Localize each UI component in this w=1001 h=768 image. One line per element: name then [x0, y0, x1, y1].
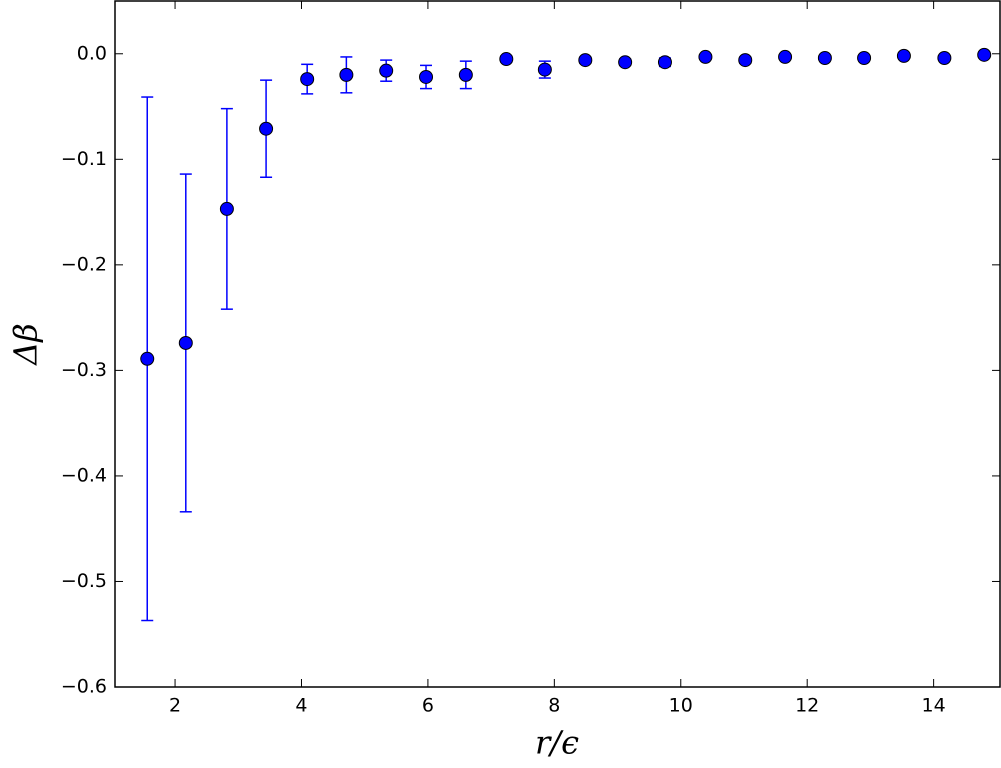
y-tick-label: −0.2 [61, 253, 107, 275]
marker [259, 121, 274, 136]
x-tick-label: 14 [922, 695, 946, 717]
y-tick-label: −0.1 [61, 148, 107, 170]
y-axis-label: Δβ [7, 323, 45, 367]
y-tick-label: −0.6 [61, 676, 107, 698]
x-tick-label: 8 [548, 695, 560, 717]
marker [140, 351, 155, 366]
x-axis-label: r/ϵ [535, 724, 579, 762]
marker [738, 53, 753, 68]
y-tick-label: −0.4 [61, 464, 107, 486]
marker [578, 53, 593, 68]
marker [857, 50, 872, 65]
marker [698, 49, 713, 64]
x-tick-label: 10 [669, 695, 693, 717]
x-tick-label: 12 [795, 695, 819, 717]
plot-frame [114, 0, 1001, 688]
marker [458, 67, 473, 82]
marker [896, 48, 911, 63]
marker [419, 69, 434, 84]
x-tick-label: 4 [295, 695, 307, 717]
marker [778, 49, 793, 64]
marker [817, 50, 832, 65]
marker [537, 62, 552, 77]
marker [219, 201, 234, 216]
marker [937, 50, 952, 65]
marker [300, 72, 315, 87]
marker [499, 52, 514, 67]
x-tick-label: 6 [422, 695, 434, 717]
y-tick-label: 0.0 [77, 42, 107, 64]
y-tick-label: −0.3 [61, 359, 107, 381]
marker [178, 335, 193, 350]
marker [379, 63, 394, 78]
marker [618, 55, 633, 70]
x-tick-label: 2 [169, 695, 181, 717]
marker [339, 67, 354, 82]
marker [977, 47, 992, 62]
marker [657, 55, 672, 70]
y-tick-label: −0.5 [61, 570, 107, 592]
